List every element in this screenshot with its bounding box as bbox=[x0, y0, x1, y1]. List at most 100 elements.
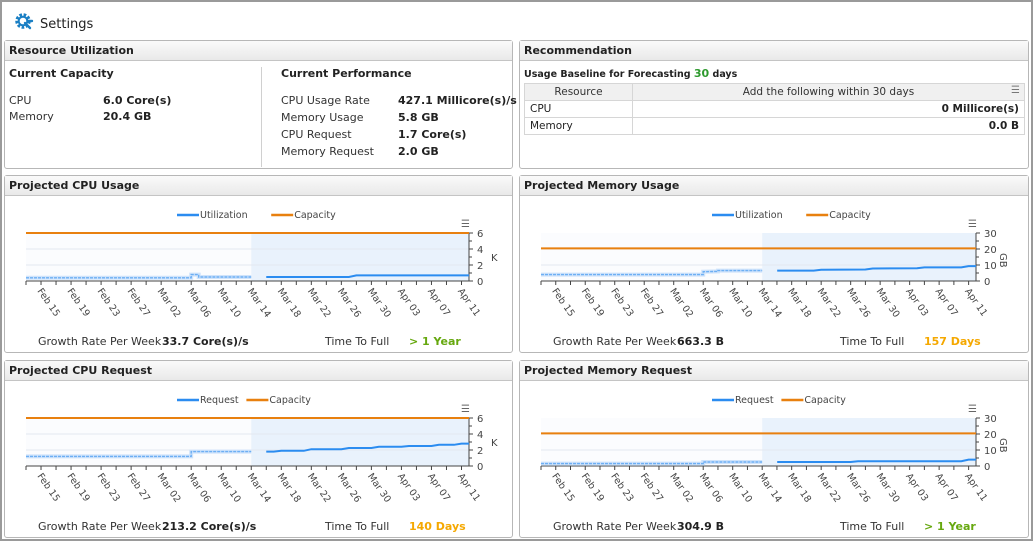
x-tick-label: Mar 14 bbox=[245, 471, 273, 504]
x-tick-label: Feb 23 bbox=[95, 471, 122, 503]
capacity-cpu-value: 6.0 Core(s) bbox=[103, 94, 172, 107]
panel-title: Resource Utilization bbox=[5, 41, 512, 61]
x-tick-label: Mar 10 bbox=[215, 286, 243, 319]
table-row: Memory 0.0 B bbox=[524, 117, 1025, 135]
x-tick-label: Feb 15 bbox=[549, 471, 576, 503]
x-tick-label: Mar 22 bbox=[305, 286, 333, 319]
growth-rate-value: 33.7 Core(s)/s bbox=[162, 335, 249, 348]
x-tick-label: Feb 19 bbox=[65, 471, 92, 503]
perf-value: 2.0 GB bbox=[398, 145, 439, 158]
x-tick-label: Apr 11 bbox=[455, 286, 482, 318]
y-axis-unit: GB bbox=[997, 253, 1008, 268]
legend-capacity-label: Capacity bbox=[294, 210, 336, 221]
value-cell: 0.0 B bbox=[632, 117, 1025, 135]
y-tick-label: 4 bbox=[477, 430, 483, 441]
time-to-full-value: 140 Days bbox=[409, 520, 466, 533]
current-capacity-title: Current Capacity bbox=[9, 67, 114, 80]
x-tick-label: Mar 02 bbox=[155, 471, 183, 504]
time-to-full-label: Time To Full bbox=[840, 335, 905, 348]
resource-utilization-panel: Resource Utilization Current Capacity CP… bbox=[4, 40, 517, 169]
perf-value: 427.1 Millicore(s)/s bbox=[398, 94, 517, 107]
y-tick-label: 10 bbox=[984, 261, 997, 272]
x-tick-label: Apr 03 bbox=[395, 286, 422, 318]
x-tick-label: Mar 22 bbox=[815, 286, 843, 319]
x-tick-label: Feb 19 bbox=[579, 286, 606, 318]
perf-value: 1.7 Core(s) bbox=[398, 128, 467, 141]
perf-label: CPU Request bbox=[281, 128, 352, 141]
x-tick-label: Apr 07 bbox=[933, 286, 960, 318]
y-tick-label: 0 bbox=[477, 277, 483, 288]
x-tick-label: Mar 10 bbox=[726, 471, 754, 504]
legend-series-label: Request bbox=[735, 395, 774, 406]
x-tick-label: Feb 23 bbox=[95, 286, 122, 318]
time-to-full-label: Time To Full bbox=[325, 520, 390, 533]
recommendation-table: Resource Add the following within 30 day… bbox=[524, 83, 1025, 135]
chart-menu-icon[interactable]: ☰ bbox=[968, 219, 977, 230]
x-tick-label: Mar 18 bbox=[275, 286, 303, 319]
x-tick-label: Apr 07 bbox=[425, 286, 452, 318]
x-tick-label: Mar 30 bbox=[874, 471, 902, 504]
history-region bbox=[541, 418, 763, 466]
x-tick-label: Apr 07 bbox=[425, 471, 452, 503]
panel-title: Projected CPU Request bbox=[5, 361, 512, 381]
perf-label: Memory Usage bbox=[281, 111, 364, 124]
projected-cpu-usage-panel: Projected CPU Usage 0 2 4 6 K Feb 15 Feb 19 Feb… bbox=[4, 175, 513, 353]
projected-memory-request-panel: Projected Memory Request 0 10 20 30 GB Feb 15… bbox=[519, 360, 1029, 538]
y-axis-unit: K bbox=[491, 438, 498, 449]
x-tick-label: Mar 22 bbox=[815, 471, 843, 504]
legend-series-label: Utilization bbox=[200, 210, 248, 221]
x-tick-label: Feb 19 bbox=[65, 286, 92, 318]
panel-title: Projected CPU Usage bbox=[5, 176, 512, 196]
x-tick-label: Mar 06 bbox=[185, 471, 213, 504]
y-tick-label: 2 bbox=[477, 261, 483, 272]
baseline-prefix: Usage Baseline for Forecasting bbox=[524, 69, 691, 80]
x-tick-label: Feb 23 bbox=[608, 471, 635, 503]
settings-label: Settings bbox=[40, 16, 94, 32]
panel-title: Projected Memory Usage bbox=[520, 176, 1028, 196]
x-tick-label: Mar 26 bbox=[335, 286, 363, 319]
settings-button[interactable]: Settings bbox=[14, 12, 93, 36]
legend-capacity-label: Capacity bbox=[804, 395, 846, 406]
series-forecast-line bbox=[266, 442, 469, 453]
column-header-add[interactable]: Add the following within 30 days ☰ bbox=[632, 83, 1025, 101]
growth-rate-value: 213.2 Core(s)/s bbox=[162, 520, 257, 533]
series-forecast-line bbox=[777, 265, 976, 272]
x-tick-label: Apr 07 bbox=[933, 471, 960, 503]
x-tick-label: Feb 15 bbox=[549, 286, 576, 318]
x-tick-label: Mar 06 bbox=[697, 471, 725, 504]
x-tick-label: Mar 26 bbox=[844, 471, 872, 504]
x-tick-label: Feb 27 bbox=[638, 471, 665, 503]
chart-menu-icon[interactable]: ☰ bbox=[968, 404, 977, 415]
growth-rate-label: Growth Rate Per Week bbox=[553, 335, 677, 348]
x-tick-label: Apr 03 bbox=[903, 286, 930, 318]
x-tick-label: Mar 22 bbox=[305, 471, 333, 504]
baseline-days-value: 30 bbox=[693, 67, 710, 80]
series-forecast-line bbox=[777, 458, 976, 463]
y-tick-label: 30 bbox=[984, 414, 997, 425]
capacity-memory-value: 20.4 GB bbox=[103, 110, 152, 123]
y-tick-label: 0 bbox=[984, 277, 990, 288]
column-header-add-label: Add the following within 30 days bbox=[742, 86, 915, 98]
history-region bbox=[26, 233, 252, 281]
chart: 0 2 4 6 K Feb 15 Feb 19 Feb 23 Feb 27 Mar 02 Mar 0… bbox=[25, 395, 498, 505]
table-row: CPU 0 Millicore(s) bbox=[524, 100, 1025, 118]
column-menu-icon[interactable]: ☰ bbox=[1011, 85, 1020, 96]
x-tick-label: Apr 03 bbox=[395, 471, 422, 503]
x-tick-label: Mar 14 bbox=[756, 286, 784, 319]
x-tick-label: Apr 11 bbox=[962, 471, 989, 503]
value-cell: 0 Millicore(s) bbox=[632, 100, 1025, 118]
x-tick-label: Mar 06 bbox=[185, 286, 213, 319]
forecast-region bbox=[251, 233, 469, 281]
x-tick-label: Mar 30 bbox=[365, 471, 393, 504]
y-tick-label: 0 bbox=[984, 462, 990, 473]
legend-capacity-label: Capacity bbox=[829, 210, 871, 221]
column-header-resource[interactable]: Resource bbox=[524, 83, 633, 101]
chart: 0 2 4 6 K Feb 15 Feb 19 Feb 23 Feb 27 Mar 02 Mar 0… bbox=[25, 210, 498, 320]
perf-value: 5.8 GB bbox=[398, 111, 439, 124]
x-tick-label: Mar 14 bbox=[756, 471, 784, 504]
chart-menu-icon[interactable]: ☰ bbox=[461, 219, 470, 230]
chart-menu-icon[interactable]: ☰ bbox=[461, 404, 470, 415]
growth-rate-label: Growth Rate Per Week bbox=[38, 335, 162, 348]
